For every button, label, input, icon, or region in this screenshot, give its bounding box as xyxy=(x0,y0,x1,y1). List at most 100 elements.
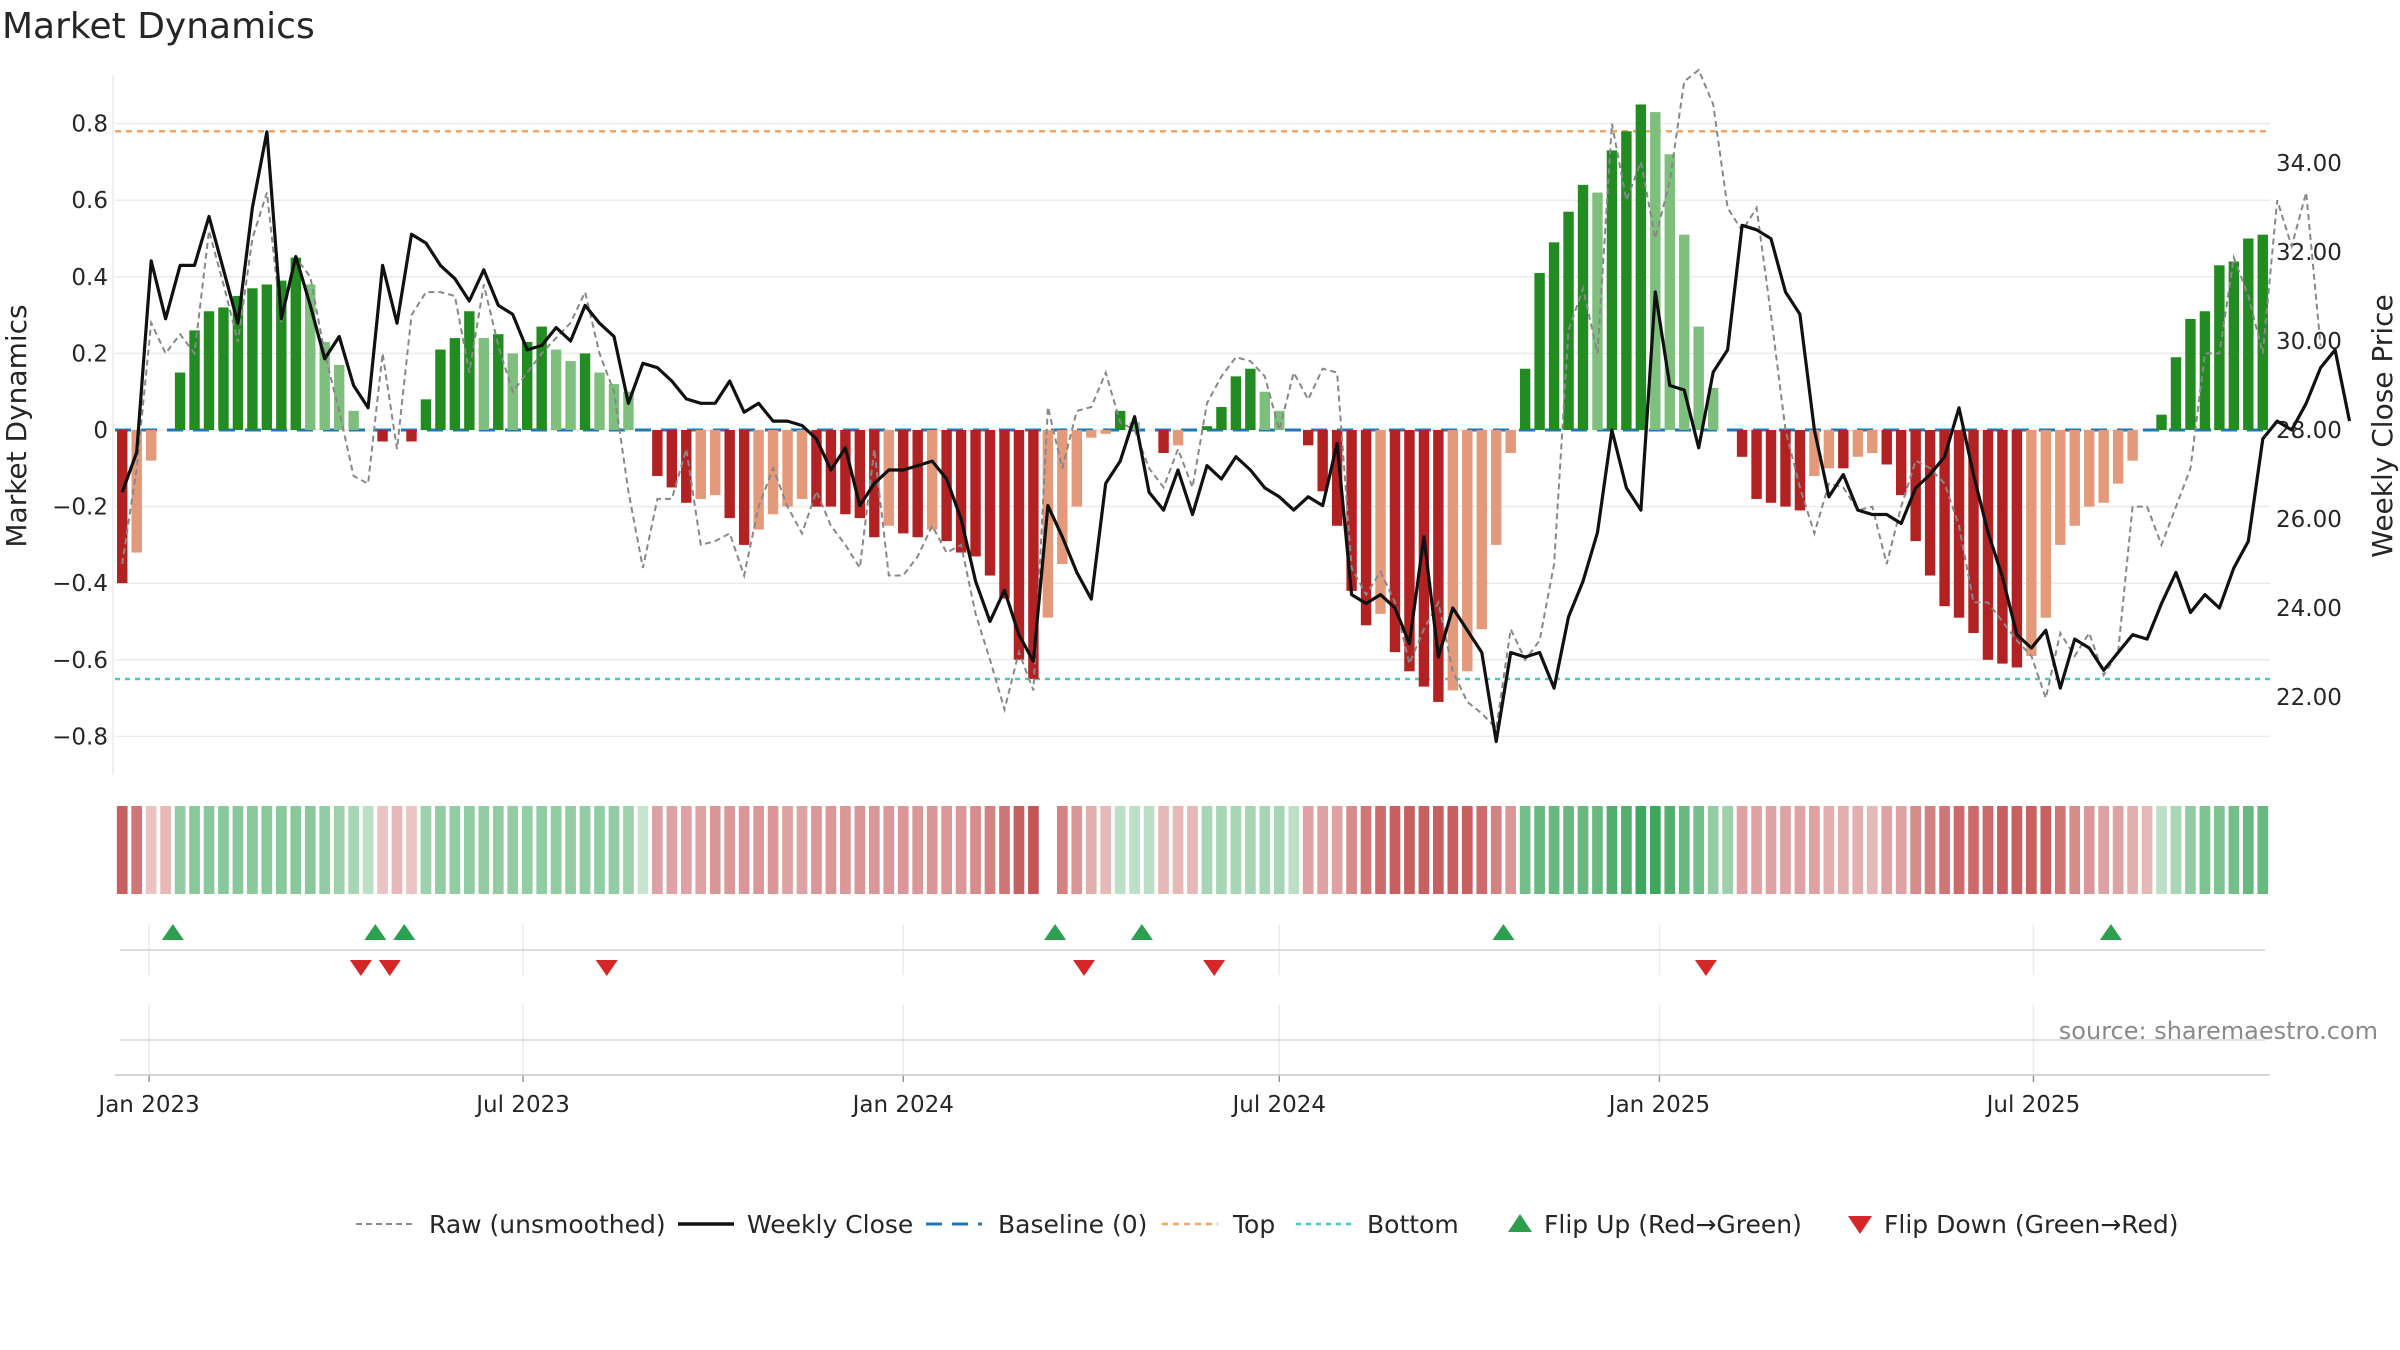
regime-cell xyxy=(1461,806,1473,894)
momentum-bar xyxy=(984,430,996,576)
momentum-bar xyxy=(261,284,273,430)
momentum-bar xyxy=(1447,430,1459,691)
momentum-bar xyxy=(319,341,330,430)
regime-cell xyxy=(1404,806,1415,894)
momentum-bar xyxy=(1172,430,1184,446)
momentum-bar xyxy=(898,430,909,534)
momentum-bar xyxy=(2214,265,2225,430)
momentum-bar xyxy=(305,284,316,430)
regime-cell xyxy=(2040,806,2052,894)
legend-flip-down-swatch xyxy=(1848,1216,1872,1234)
regime-cell xyxy=(1418,806,1430,894)
regime-cell xyxy=(1216,806,1227,894)
flip-up-marker xyxy=(364,924,387,940)
momentum-bar xyxy=(1129,422,1140,430)
regime-cell xyxy=(160,806,171,894)
regime-cell xyxy=(2242,806,2254,894)
regime-cell xyxy=(1924,806,1936,894)
legend-bottom-label: Bottom xyxy=(1367,1210,1459,1239)
regime-cell xyxy=(825,806,837,894)
y2-tick-label: 34.00 xyxy=(2276,151,2342,177)
momentum-bar xyxy=(2055,430,2066,545)
regime-cell xyxy=(406,806,417,894)
momentum-bar xyxy=(1997,430,2008,664)
regime-cell xyxy=(623,806,634,894)
regime-strip xyxy=(116,806,2269,894)
regime-cell xyxy=(1505,806,1517,894)
momentum-bar xyxy=(2026,430,2037,656)
momentum-bar xyxy=(1028,430,1039,679)
regime-cell xyxy=(377,806,388,894)
momentum-bar xyxy=(1968,430,1979,633)
regime-cell xyxy=(1664,806,1676,894)
momentum-bar xyxy=(1042,430,1054,618)
regime-cell xyxy=(2185,806,2196,894)
legend-raw-label: Raw (unsmoothed) xyxy=(429,1210,666,1239)
regime-cell xyxy=(738,806,750,894)
regime-cell xyxy=(174,806,186,894)
regime-cell xyxy=(1997,806,2008,894)
momentum-bar xyxy=(1274,410,1285,430)
regime-cell xyxy=(955,806,967,894)
momentum-bar xyxy=(2257,234,2268,430)
regime-cell xyxy=(666,806,678,894)
momentum-bar xyxy=(333,364,345,430)
regime-cell xyxy=(565,806,576,894)
regime-cell xyxy=(1751,806,1762,894)
momentum-bars xyxy=(117,104,2268,702)
momentum-bar xyxy=(2084,430,2095,507)
regime-cell xyxy=(290,806,302,894)
flip-up-marker xyxy=(393,924,416,940)
regime-cell xyxy=(897,806,909,894)
momentum-bar xyxy=(1158,430,1169,453)
regime-cell xyxy=(1592,806,1603,894)
regime-cell xyxy=(362,806,374,894)
momentum-bar xyxy=(652,430,663,476)
momentum-bar xyxy=(1100,430,1111,434)
momentum-bar xyxy=(2170,357,2182,430)
regime-cell xyxy=(1780,806,1791,894)
regime-cell xyxy=(811,806,822,894)
momentum-bar xyxy=(1881,430,1892,465)
regime-cell xyxy=(2054,806,2066,894)
regime-cell xyxy=(1143,806,1155,894)
momentum-bar xyxy=(1230,376,1242,430)
momentum-bar xyxy=(1953,430,1965,618)
momentum-bar xyxy=(970,430,981,557)
regime-cell xyxy=(348,806,359,894)
regime-cell xyxy=(1910,806,1922,894)
regime-cell xyxy=(1635,806,1647,894)
momentum-bar xyxy=(579,353,591,430)
momentum-bar xyxy=(1057,430,1068,565)
momentum-bar xyxy=(594,372,605,430)
momentum-bar xyxy=(1476,430,1487,630)
momentum-bar xyxy=(666,430,678,488)
regime-cell xyxy=(1490,806,1502,894)
regime-cell xyxy=(550,806,562,894)
momentum-bar xyxy=(999,430,1010,599)
regime-cell xyxy=(1071,806,1083,894)
y-tick-label: 0 xyxy=(93,418,108,444)
regime-cell xyxy=(1939,806,1950,894)
regime-cell xyxy=(709,806,721,894)
momentum-bar xyxy=(695,430,706,499)
flip-markers xyxy=(161,924,2122,976)
regime-cell xyxy=(941,806,952,894)
regime-cell xyxy=(970,806,981,894)
regime-cell xyxy=(1302,806,1314,894)
regime-cell xyxy=(1693,806,1705,894)
momentum-bar xyxy=(1736,430,1748,457)
momentum-bar xyxy=(1765,430,1777,503)
regime-cell xyxy=(247,806,258,894)
y-tick-label: 0.2 xyxy=(71,341,108,367)
regime-cell xyxy=(2141,806,2153,894)
momentum-bar xyxy=(623,391,634,430)
momentum-bar xyxy=(1375,430,1386,614)
momentum-bar xyxy=(1418,430,1430,687)
momentum-bar xyxy=(478,338,490,430)
regime-cell xyxy=(1288,806,1300,894)
momentum-bar xyxy=(2098,430,2109,503)
y-tick-label: 0.6 xyxy=(71,188,108,214)
regime-cell xyxy=(391,806,403,894)
regime-cell xyxy=(304,806,316,894)
